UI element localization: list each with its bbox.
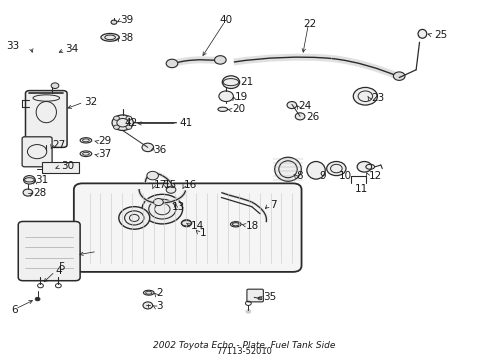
Circle shape xyxy=(245,310,250,313)
Text: 39: 39 xyxy=(120,15,133,26)
Circle shape xyxy=(222,76,239,89)
Circle shape xyxy=(23,176,35,184)
Text: 40: 40 xyxy=(219,15,232,26)
Circle shape xyxy=(295,113,305,120)
Circle shape xyxy=(142,302,152,309)
Text: 77113-52010: 77113-52010 xyxy=(216,347,272,356)
Text: 9: 9 xyxy=(319,171,325,181)
Circle shape xyxy=(146,171,158,180)
Ellipse shape xyxy=(101,33,119,41)
Circle shape xyxy=(119,207,149,229)
Text: 36: 36 xyxy=(153,145,166,155)
Text: 33: 33 xyxy=(6,41,20,51)
Text: 17: 17 xyxy=(153,180,166,190)
Text: 15: 15 xyxy=(163,180,177,190)
Ellipse shape xyxy=(218,107,227,111)
FancyBboxPatch shape xyxy=(246,289,263,302)
Ellipse shape xyxy=(274,157,301,181)
Ellipse shape xyxy=(80,138,92,143)
Text: 5: 5 xyxy=(58,262,65,272)
Circle shape xyxy=(142,143,153,152)
Circle shape xyxy=(126,116,131,120)
Text: 7: 7 xyxy=(269,199,276,210)
Circle shape xyxy=(111,20,117,24)
Text: 3: 3 xyxy=(156,301,163,311)
Text: 12: 12 xyxy=(368,171,382,181)
FancyBboxPatch shape xyxy=(18,221,80,281)
Text: 11: 11 xyxy=(354,184,367,194)
Circle shape xyxy=(219,91,233,102)
Circle shape xyxy=(166,59,178,68)
Text: 42: 42 xyxy=(124,118,138,128)
Text: 14: 14 xyxy=(190,221,203,231)
Text: 18: 18 xyxy=(245,221,258,231)
Text: 27: 27 xyxy=(53,140,66,149)
Text: 1: 1 xyxy=(200,228,206,238)
Text: 2002 Toyota Echo - Plate, Fuel Tank Side: 2002 Toyota Echo - Plate, Fuel Tank Side xyxy=(153,341,335,350)
Circle shape xyxy=(166,186,176,193)
Text: 25: 25 xyxy=(433,30,447,40)
Bar xyxy=(42,162,79,173)
Text: 28: 28 xyxy=(33,188,46,198)
Circle shape xyxy=(126,125,131,129)
Text: 10: 10 xyxy=(338,171,351,181)
Ellipse shape xyxy=(306,162,325,179)
Text: 16: 16 xyxy=(183,180,197,190)
Circle shape xyxy=(113,125,119,129)
Circle shape xyxy=(326,162,346,176)
Text: 6: 6 xyxy=(11,305,18,315)
Text: 29: 29 xyxy=(98,136,112,146)
Text: 41: 41 xyxy=(179,118,192,128)
Ellipse shape xyxy=(143,290,154,295)
Circle shape xyxy=(113,116,119,120)
Text: 22: 22 xyxy=(303,19,316,29)
Text: 23: 23 xyxy=(370,93,384,103)
FancyBboxPatch shape xyxy=(22,137,52,167)
Text: 8: 8 xyxy=(296,171,303,181)
Circle shape xyxy=(153,198,163,206)
Text: 30: 30 xyxy=(61,161,74,171)
Circle shape xyxy=(112,115,133,130)
Circle shape xyxy=(51,83,59,89)
Text: 31: 31 xyxy=(36,175,49,185)
Text: 35: 35 xyxy=(263,292,276,302)
Circle shape xyxy=(142,194,182,224)
Text: 20: 20 xyxy=(232,104,245,114)
Circle shape xyxy=(23,189,33,196)
Circle shape xyxy=(35,297,40,301)
Text: 24: 24 xyxy=(298,101,311,111)
Text: 13: 13 xyxy=(172,202,185,212)
Circle shape xyxy=(393,72,404,80)
Ellipse shape xyxy=(417,30,426,38)
Text: 38: 38 xyxy=(120,33,133,43)
Text: 4: 4 xyxy=(55,266,61,276)
Text: 2: 2 xyxy=(156,288,163,298)
Circle shape xyxy=(352,87,377,105)
Text: 37: 37 xyxy=(98,149,112,159)
Circle shape xyxy=(286,102,296,109)
Text: 19: 19 xyxy=(234,92,247,102)
Text: 26: 26 xyxy=(306,112,319,122)
Text: 34: 34 xyxy=(65,44,79,54)
Circle shape xyxy=(356,162,371,172)
FancyBboxPatch shape xyxy=(25,91,67,147)
Circle shape xyxy=(181,220,191,227)
FancyBboxPatch shape xyxy=(74,183,301,272)
Circle shape xyxy=(214,56,225,64)
Ellipse shape xyxy=(80,151,92,157)
Text: 32: 32 xyxy=(84,96,97,107)
Ellipse shape xyxy=(230,222,241,227)
Text: 21: 21 xyxy=(240,77,253,87)
